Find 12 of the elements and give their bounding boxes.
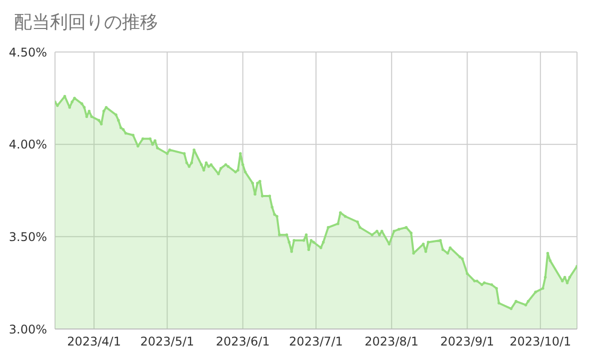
- y-tick-label: 4.00%: [8, 138, 47, 152]
- x-tick-label: 2023/9/1: [440, 334, 494, 349]
- x-tick-label: 2023/10/1: [510, 334, 572, 349]
- x-tick-label: 2023/8/1: [364, 334, 419, 349]
- x-tick-label: 2023/4/1: [67, 334, 121, 349]
- x-tick-label: 2023/6/1: [216, 334, 270, 349]
- y-tick-label: 3.00%: [8, 322, 47, 336]
- x-tick-label: 2023/7/1: [289, 334, 343, 349]
- y-tick-label: 4.50%: [8, 45, 47, 60]
- x-tick-label: 2023/5/1: [140, 334, 194, 349]
- chart-title: 配当利回りの推移: [14, 11, 158, 34]
- y-tick-label: 3.50%: [8, 230, 47, 244]
